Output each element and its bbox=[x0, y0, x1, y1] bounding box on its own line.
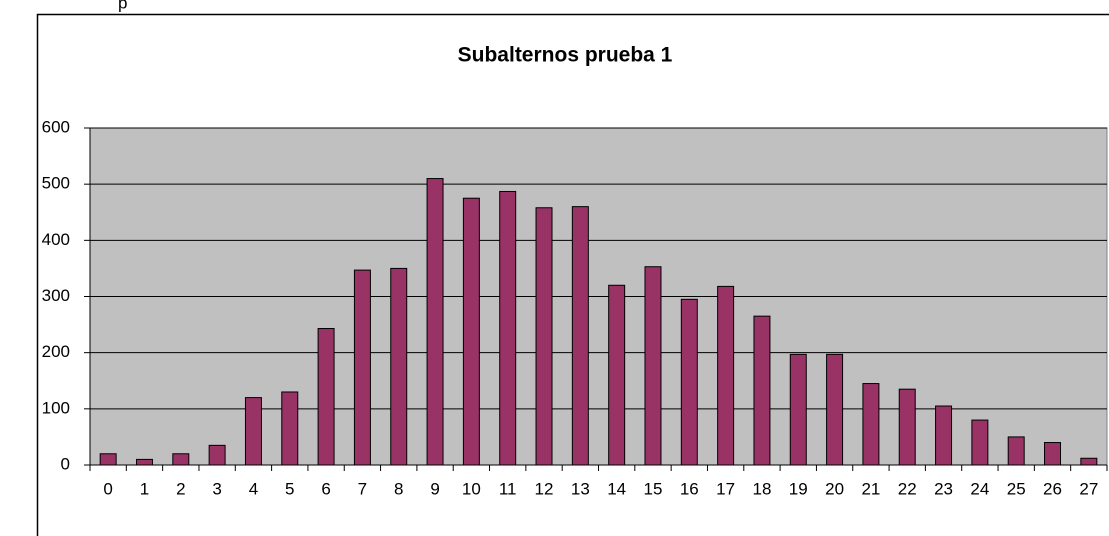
bar bbox=[99, 453, 117, 466]
x-tick-label: 2 bbox=[176, 479, 185, 498]
bar bbox=[281, 391, 299, 466]
bar bbox=[1044, 442, 1062, 466]
x-tick-label: 13 bbox=[571, 479, 590, 498]
x-tick-label: 5 bbox=[285, 479, 294, 498]
x-tick-label: 0 bbox=[103, 479, 112, 498]
x-tick-label: 4 bbox=[249, 479, 258, 498]
x-tick-label: 11 bbox=[499, 479, 517, 498]
bar bbox=[1007, 436, 1025, 466]
cell-text: p bbox=[118, 0, 127, 12]
x-tick-label: 1 bbox=[140, 479, 149, 498]
x-tick-label: 15 bbox=[644, 479, 663, 498]
bar bbox=[244, 397, 262, 466]
bar bbox=[753, 315, 771, 466]
bar bbox=[571, 206, 589, 466]
bar bbox=[499, 190, 517, 466]
bar bbox=[535, 207, 553, 466]
x-tick-label: 6 bbox=[321, 479, 330, 498]
x-tick-label: 24 bbox=[970, 479, 989, 498]
bar bbox=[426, 178, 444, 466]
y-tick-label: 300 bbox=[42, 286, 70, 305]
bar bbox=[717, 285, 735, 466]
y-tick-label: 0 bbox=[61, 454, 70, 473]
x-tick-label: 8 bbox=[394, 479, 403, 498]
x-tick-label: 26 bbox=[1043, 479, 1062, 498]
x-tick-label: 22 bbox=[898, 479, 917, 498]
y-tick-label: 100 bbox=[42, 398, 70, 417]
x-tick-label: 3 bbox=[212, 479, 221, 498]
y-tick-label: 200 bbox=[42, 342, 70, 361]
bar bbox=[353, 269, 371, 466]
y-tick-label: 600 bbox=[42, 117, 70, 136]
bar bbox=[208, 444, 226, 466]
bar bbox=[462, 197, 480, 466]
x-tick-label: 16 bbox=[680, 479, 699, 498]
bar bbox=[898, 388, 916, 466]
y-tick-label: 500 bbox=[42, 174, 70, 193]
x-tick-label: 18 bbox=[752, 479, 771, 498]
bar bbox=[971, 419, 989, 466]
x-tick-label: 9 bbox=[430, 479, 439, 498]
bar bbox=[135, 458, 153, 466]
bar bbox=[644, 266, 662, 466]
x-tick-label: 27 bbox=[1079, 479, 1098, 498]
bar bbox=[1080, 457, 1098, 466]
x-tick-label: 7 bbox=[358, 479, 367, 498]
x-tick-label: 21 bbox=[861, 479, 880, 498]
bar bbox=[317, 328, 335, 466]
x-tick-label: 12 bbox=[535, 479, 554, 498]
x-tick-label: 19 bbox=[789, 479, 808, 498]
x-tick-label: 20 bbox=[825, 479, 844, 498]
bar bbox=[390, 267, 408, 466]
bar bbox=[789, 353, 807, 466]
chart-title: Subalternos prueba 1 bbox=[458, 44, 673, 67]
bar bbox=[172, 453, 190, 466]
bar bbox=[935, 405, 953, 466]
bar bbox=[608, 284, 626, 466]
x-tick-label: 10 bbox=[462, 479, 481, 498]
bar bbox=[680, 298, 698, 466]
x-tick-label: 23 bbox=[934, 479, 953, 498]
x-tick-label: 17 bbox=[716, 479, 735, 498]
y-tick-label: 400 bbox=[42, 230, 70, 249]
bar bbox=[826, 353, 844, 466]
bar bbox=[862, 383, 880, 466]
x-tick-label: 25 bbox=[1007, 479, 1026, 498]
x-tick-label: 14 bbox=[607, 479, 626, 498]
